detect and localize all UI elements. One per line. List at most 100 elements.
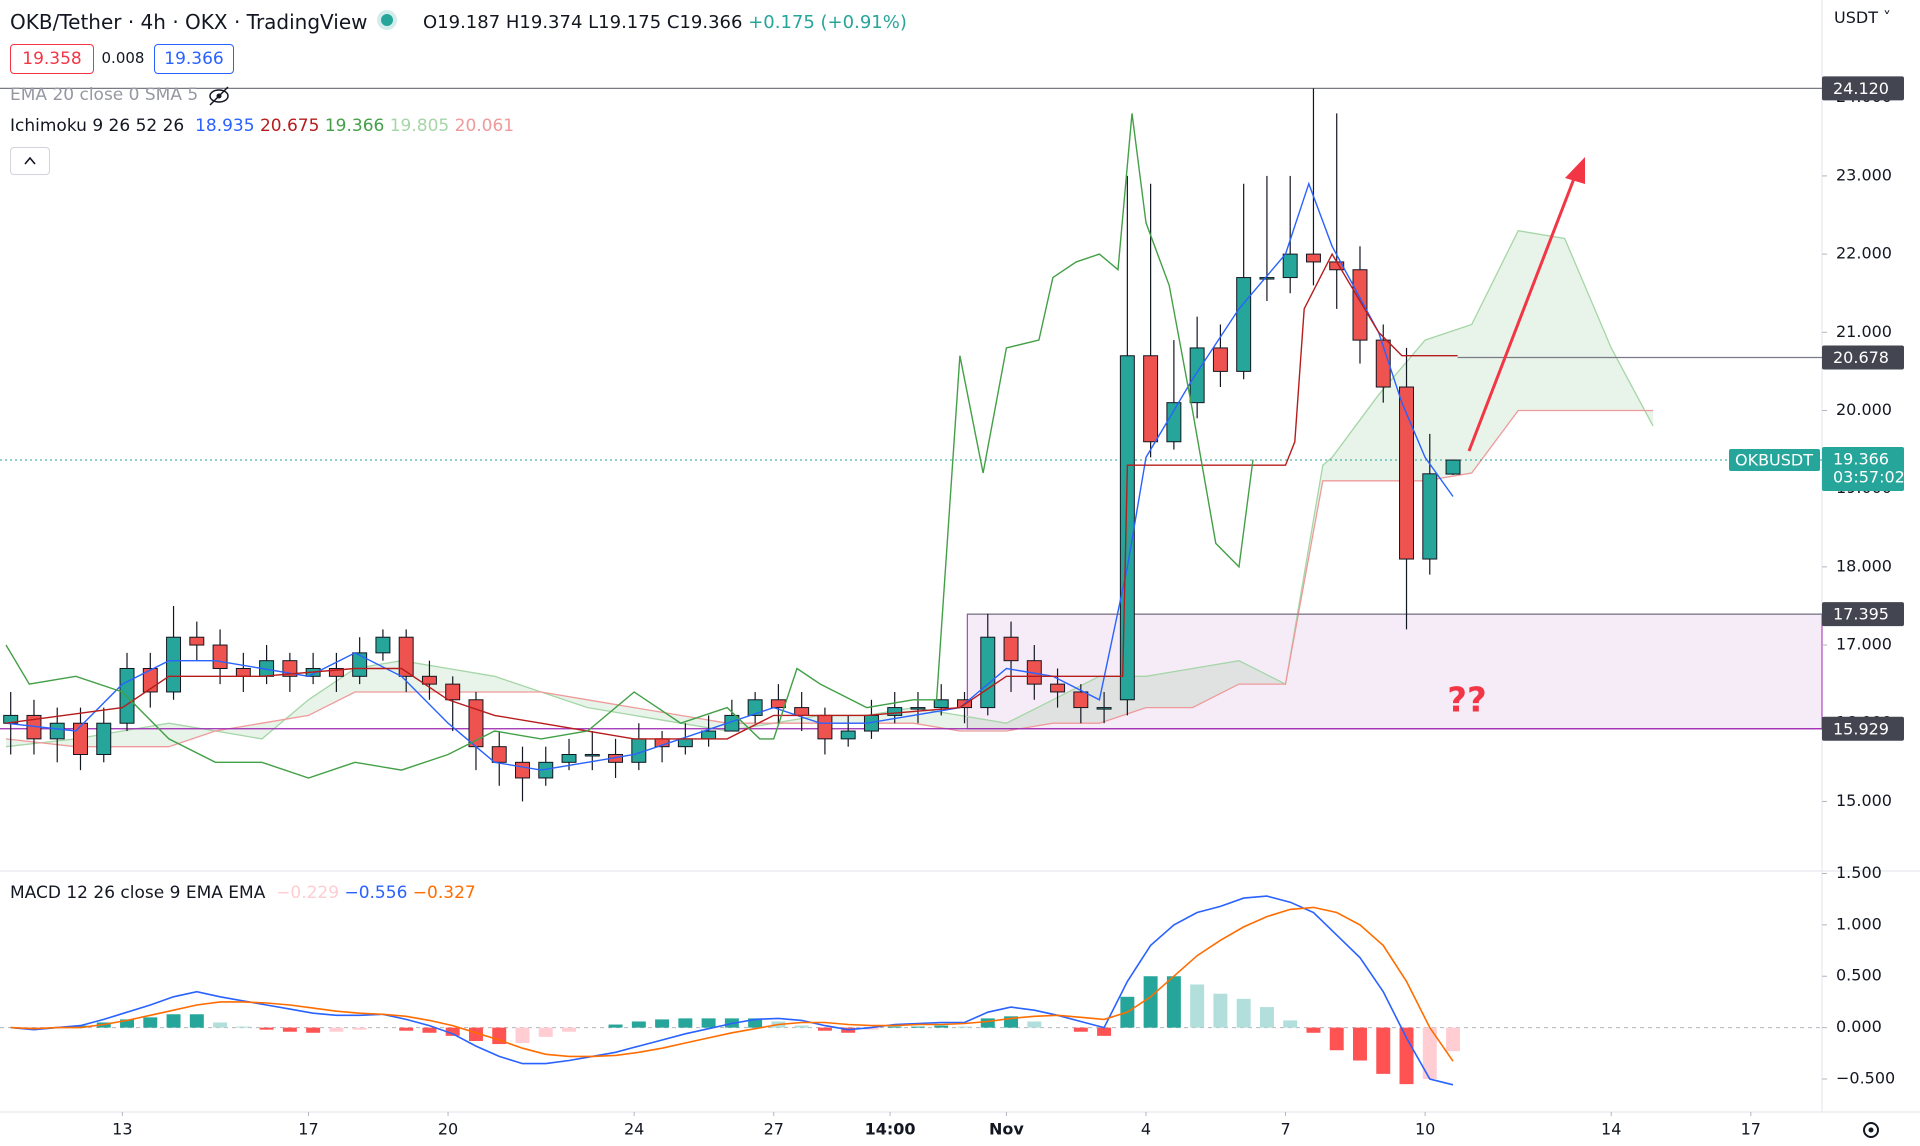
candle-body bbox=[1212, 347, 1228, 372]
histogram-bar bbox=[957, 1026, 972, 1028]
indicator-line bbox=[5, 113, 1254, 779]
histogram-bar bbox=[1143, 976, 1158, 1028]
candle-body bbox=[1236, 277, 1252, 372]
histogram-bar bbox=[934, 1025, 949, 1028]
ohlc-open: O19.187 bbox=[423, 12, 501, 33]
histogram-bar bbox=[748, 1018, 763, 1028]
histogram-bar bbox=[213, 1022, 228, 1028]
ema-legend[interactable]: EMA 20 close 0 SMA 5 bbox=[10, 85, 199, 105]
candle-body bbox=[421, 675, 437, 685]
candle-body bbox=[1445, 459, 1461, 475]
histogram-bar bbox=[282, 1027, 297, 1032]
histogram-bar bbox=[236, 1026, 251, 1028]
histogram-bar bbox=[1283, 1020, 1298, 1028]
histogram-bar bbox=[1306, 1027, 1321, 1033]
candle-body bbox=[491, 746, 507, 763]
candle-body bbox=[515, 761, 530, 779]
candle-body bbox=[1073, 691, 1089, 709]
hidden-icon[interactable] bbox=[207, 85, 231, 107]
currency: USDT bbox=[1834, 8, 1878, 27]
y-tick-label: 1.500 bbox=[1836, 863, 1882, 882]
level-tag bbox=[1822, 716, 1904, 741]
candle-body bbox=[561, 754, 577, 763]
histogram-bar bbox=[538, 1027, 553, 1037]
last-price-label: 19.366 bbox=[1833, 450, 1889, 469]
histogram-bar bbox=[1259, 1007, 1274, 1028]
x-tick-label: 10 bbox=[1415, 1120, 1435, 1139]
ichimoku-legend[interactable]: Ichimoku 9 26 52 26 18.935 20.675 19.366… bbox=[10, 116, 514, 136]
histogram-bar bbox=[1376, 1027, 1391, 1074]
candle-body bbox=[1422, 473, 1438, 560]
candle-body bbox=[189, 636, 205, 646]
macd-name: MACD 12 26 close 9 EMA EMA bbox=[10, 883, 266, 903]
ohlc-high: H19.374 bbox=[505, 12, 583, 33]
candle-body bbox=[1096, 707, 1112, 710]
candle-body bbox=[1375, 339, 1391, 388]
spread: 0.008 bbox=[96, 44, 150, 72]
histogram-bar bbox=[306, 1027, 321, 1033]
histogram-bar bbox=[655, 1019, 670, 1028]
candle-body bbox=[677, 738, 693, 748]
x-tick-label: 24 bbox=[624, 1120, 644, 1139]
histogram-bar bbox=[608, 1024, 623, 1028]
currency-menu[interactable]: USDT ˅ bbox=[1834, 8, 1892, 27]
candle-body bbox=[398, 636, 414, 677]
ohlc-change: +0.175 (+0.91%) bbox=[748, 12, 907, 33]
histogram-bar bbox=[352, 1027, 367, 1030]
macd-line bbox=[10, 895, 1454, 1086]
candle-body bbox=[1143, 355, 1159, 443]
candle-body bbox=[96, 722, 112, 756]
buy-price[interactable]: 19.366 bbox=[154, 44, 234, 74]
x-tick-label: 13 bbox=[112, 1120, 132, 1139]
level-tag-label: 20.678 bbox=[1833, 348, 1889, 367]
level-tag-label: 17.395 bbox=[1833, 605, 1889, 624]
histogram-bar bbox=[631, 1021, 646, 1028]
candle-body bbox=[1166, 402, 1182, 443]
candle-body bbox=[1119, 355, 1135, 701]
ichimoku-value: 20.061 bbox=[454, 116, 515, 136]
macd-legend[interactable]: MACD 12 26 close 9 EMA EMA −0.229 −0.556… bbox=[10, 883, 476, 903]
y-tick-label: 0.500 bbox=[1836, 966, 1882, 985]
y-tick-label: 1.000 bbox=[1836, 914, 1882, 933]
candle-body bbox=[1189, 347, 1205, 404]
ichimoku-value: 19.366 bbox=[324, 116, 385, 136]
x-tick-label: 17 bbox=[298, 1120, 318, 1139]
candle-body bbox=[49, 722, 65, 740]
histogram-bar bbox=[1190, 984, 1205, 1028]
arrow-head bbox=[1565, 157, 1585, 184]
trend-arrow bbox=[1467, 175, 1577, 452]
sell-price[interactable]: 19.358 bbox=[10, 44, 94, 74]
candle-body bbox=[794, 707, 810, 716]
candle-body bbox=[235, 667, 251, 677]
support-zone bbox=[966, 613, 1823, 730]
macd-line bbox=[10, 906, 1454, 1062]
histogram-bar bbox=[817, 1027, 832, 1031]
x-tick-label: 20 bbox=[438, 1120, 458, 1139]
macd-value: −0.556 bbox=[344, 883, 408, 903]
histogram-bar bbox=[492, 1027, 507, 1045]
histogram-bar bbox=[189, 1014, 204, 1028]
histogram-bar bbox=[166, 1014, 181, 1028]
level-tag bbox=[1822, 345, 1904, 370]
candle-body bbox=[352, 652, 368, 677]
level-tag-label: 24.120 bbox=[1833, 79, 1889, 98]
level-tag bbox=[1822, 602, 1904, 627]
collapse-button[interactable] bbox=[10, 147, 50, 175]
x-tick-label: 14 bbox=[1601, 1120, 1621, 1139]
candle-body bbox=[724, 714, 740, 732]
symbol-title[interactable]: OKB/Tether · 4h · OKX · TradingView bbox=[10, 10, 368, 34]
histogram-bar bbox=[73, 1025, 88, 1028]
candle-body bbox=[375, 636, 391, 654]
y-tick-label: 22.000 bbox=[1836, 244, 1892, 263]
ichimoku-value: 20.675 bbox=[259, 116, 320, 136]
y-tick-label: 18.000 bbox=[1836, 556, 1892, 575]
candle-body bbox=[701, 730, 717, 740]
candle-body bbox=[980, 636, 996, 709]
y-tick-label: 15.000 bbox=[1836, 791, 1892, 810]
settings-icon[interactable] bbox=[1863, 1122, 1879, 1138]
histogram-bar bbox=[329, 1027, 344, 1032]
histogram-bar bbox=[1166, 976, 1181, 1028]
histogram-bar bbox=[1004, 1016, 1019, 1028]
candle-body bbox=[817, 714, 833, 740]
